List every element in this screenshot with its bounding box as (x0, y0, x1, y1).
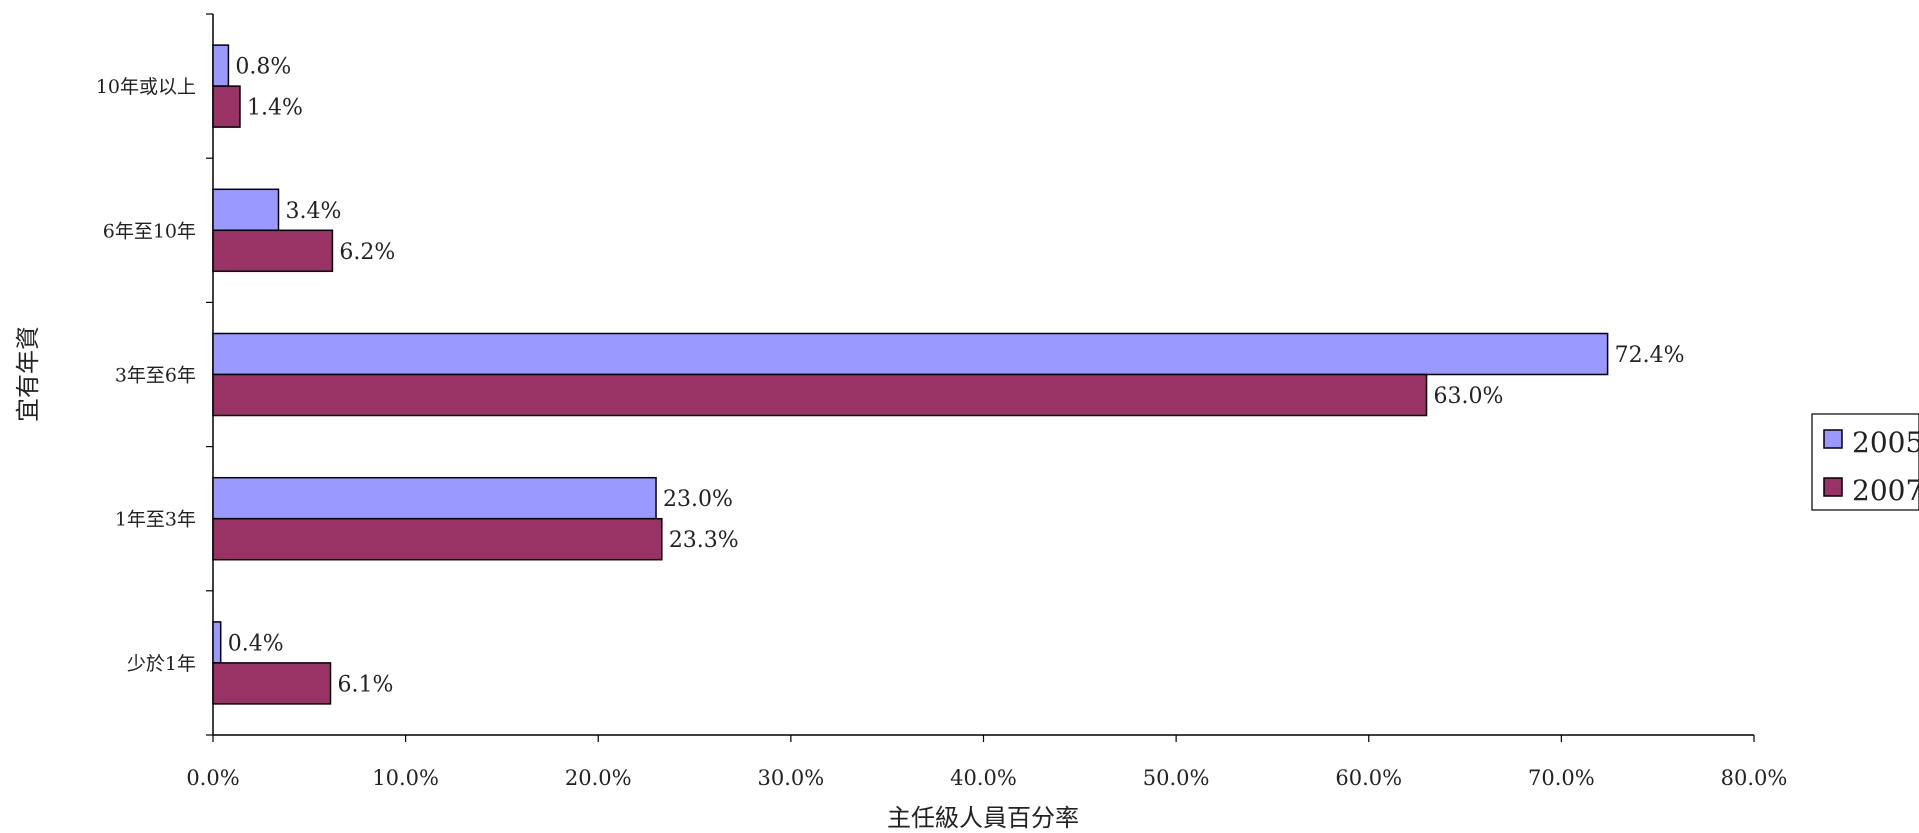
data-labels: 0.8% 1.4% 3.4% 6.2% 72.4% 63.0% 23.0% 23.3% 0.4%… (228, 55, 1685, 698)
y-ticks (206, 13, 213, 736)
category-label: 1年至3年 (115, 509, 196, 531)
x-tick-label: 0.0% (186, 766, 239, 790)
x-tick-label: 40.0% (950, 766, 1017, 790)
category-label: 少於1年 (127, 653, 196, 675)
bars (212, 44, 1609, 705)
bar-2005 (212, 476, 657, 520)
bar-2005 (212, 188, 280, 232)
data-label: 23.3% (669, 528, 739, 553)
category-label: 3年至6年 (115, 365, 196, 387)
data-label: 3.4% (285, 199, 341, 224)
bar-2005 (212, 332, 1609, 376)
bar-2007 (212, 373, 1428, 417)
legend-label-2005: 2005 (1852, 426, 1919, 459)
bar-2007 (212, 229, 334, 273)
x-tick-label: 60.0% (1335, 766, 1402, 790)
x-tick-label: 50.0% (1143, 766, 1210, 790)
x-tick-label: 80.0% (1721, 766, 1788, 790)
category-label: 10年或以上 (96, 76, 196, 98)
data-label: 6.1% (338, 672, 394, 697)
x-tick-label: 10.0% (372, 766, 439, 790)
data-label: 72.4% (1615, 343, 1685, 368)
category-label: 6年至10年 (103, 220, 196, 242)
legend-swatch-2007 (1823, 477, 1843, 497)
bar-2007 (212, 517, 663, 561)
data-label: 0.4% (228, 631, 284, 656)
legend-label-2007: 2007 (1852, 474, 1919, 507)
x-axis-title: 主任級人員百分率 (887, 804, 1079, 832)
data-label: 1.4% (247, 96, 303, 121)
x-tick-label: 30.0% (758, 766, 825, 790)
data-label: 63.0% (1434, 384, 1504, 409)
legend: 2005 2007 (1811, 413, 1919, 511)
x-tick-label: 20.0% (565, 766, 632, 790)
data-label: 23.0% (663, 487, 733, 512)
bar-2007 (212, 85, 241, 128)
data-label: 0.8% (235, 55, 291, 80)
legend-swatch-2005 (1823, 429, 1843, 449)
x-tick-label: 70.0% (1528, 766, 1595, 790)
bar-2005 (212, 44, 230, 87)
x-ticks: 0.0% 10.0% 20.0% 30.0% 40.0% 50.0% 60.0% 70.0% 8… (186, 735, 1787, 790)
bar-2005 (212, 621, 222, 664)
y-axis-title: 宜有年資 (14, 326, 42, 422)
bar-2007 (212, 662, 332, 705)
data-label: 6.2% (339, 240, 395, 265)
